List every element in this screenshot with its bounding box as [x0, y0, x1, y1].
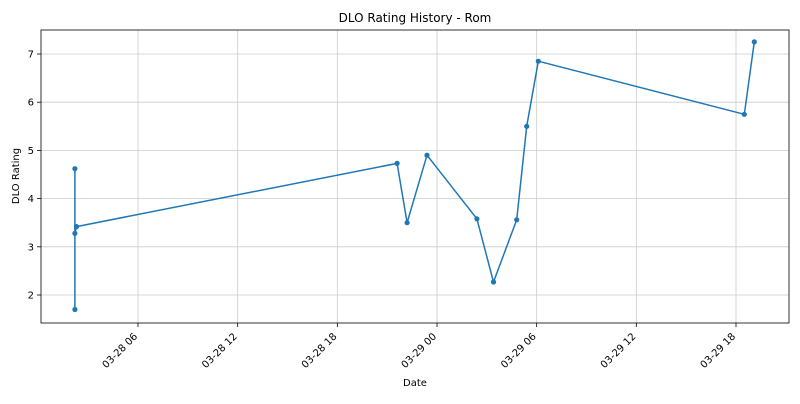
y-tick-label: 7	[28, 50, 34, 61]
y-tick-label: 3	[28, 242, 34, 253]
series-layer	[72, 39, 757, 313]
data-point	[474, 216, 480, 222]
data-point	[535, 58, 541, 64]
y-tick-label: 4	[28, 194, 34, 205]
x-tick-label: 03-29 18	[699, 331, 739, 371]
x-tick-label: 03-28 06	[101, 331, 141, 371]
plot-frame	[40, 29, 790, 324]
x-tick-label: 03-29 06	[499, 331, 539, 371]
y-tick-label: 2	[28, 291, 34, 302]
data-point	[404, 220, 410, 226]
x-axis-label: Date	[403, 378, 427, 389]
y-tick-label: 5	[28, 146, 34, 157]
data-point	[741, 111, 747, 117]
data-point	[524, 123, 530, 129]
x-tick-label: 03-28 12	[200, 331, 240, 371]
data-point	[424, 152, 430, 158]
x-tick-label: 03-29 00	[400, 331, 440, 371]
y-tick-label: 6	[28, 98, 34, 109]
series-line	[74, 41, 756, 311]
x-tick-label: 03-28 18	[300, 331, 340, 371]
data-point	[73, 224, 80, 230]
data-point	[751, 39, 757, 45]
y-axis-label: DLO Rating	[11, 148, 22, 204]
data-point	[72, 166, 78, 172]
data-point	[394, 160, 400, 166]
data-point	[490, 279, 497, 285]
data-point	[514, 217, 520, 223]
chart-title: DLO Rating History - Rom	[339, 11, 492, 25]
x-tick-label: 03-29 12	[599, 331, 639, 371]
data-point	[72, 306, 78, 313]
grid-lines	[41, 30, 789, 323]
data-point	[72, 230, 78, 236]
